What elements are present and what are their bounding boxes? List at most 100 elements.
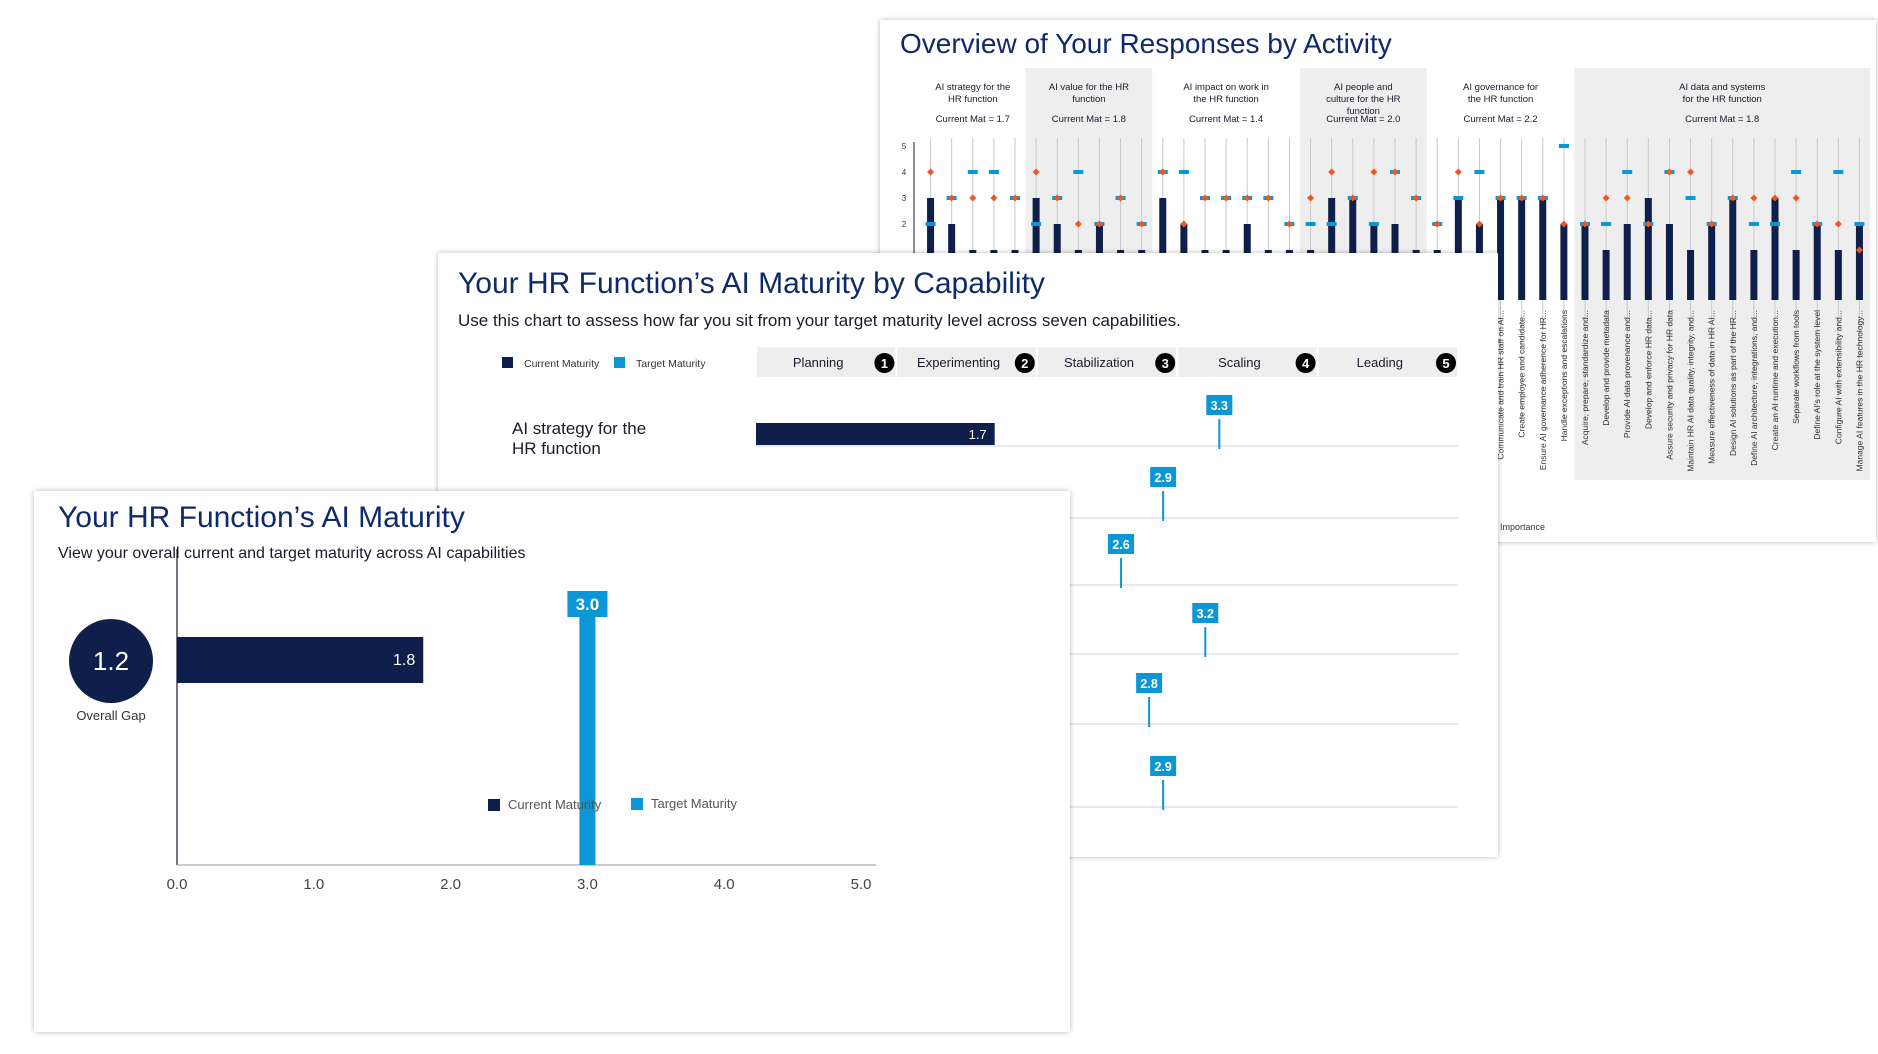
- current-maturity-bar: [1665, 224, 1673, 300]
- y-tick-label: 5: [902, 142, 907, 151]
- target-maturity-value: 3.0: [576, 595, 600, 614]
- y-tick-label: 4: [902, 168, 907, 177]
- level-number-badge: [1014, 353, 1035, 373]
- importance-mark: [1855, 246, 1863, 254]
- overall-gap-circle: [69, 619, 153, 703]
- level-band: [897, 347, 1036, 377]
- importance-mark: [1497, 194, 1505, 202]
- importance-mark: [1180, 220, 1188, 228]
- group-current-mat: Current Mat = 1.4: [1189, 114, 1263, 125]
- target-maturity-flag: [1150, 467, 1177, 487]
- importance-mark: [1581, 220, 1589, 228]
- importance-mark: [1687, 168, 1695, 176]
- legend-target-swatch: [631, 798, 643, 810]
- activity-label: Provide AI data provenance and...: [1622, 310, 1632, 438]
- y-tick-label: 2: [902, 220, 907, 229]
- level-number-badge: [1436, 353, 1456, 373]
- importance-mark: [1074, 220, 1082, 228]
- legend-current-label: Current Maturity: [524, 358, 600, 370]
- group-current-mat: Current Mat = 2.2: [1463, 114, 1537, 125]
- group-label: culture for the HR: [1326, 94, 1401, 105]
- target-maturity-mark: [1833, 170, 1844, 174]
- target-maturity-flag: [567, 591, 608, 617]
- current-maturity-bar: [1813, 224, 1821, 300]
- current-maturity-bar: [1159, 198, 1167, 300]
- activity-label: Create employee and candidate...: [1517, 310, 1527, 438]
- target-maturity-value: 2.8: [1140, 677, 1157, 691]
- group-label: for the HR function: [1683, 94, 1762, 105]
- importance-mark: [1117, 194, 1125, 202]
- group-band: [1574, 68, 1870, 480]
- target-maturity-mark: [1622, 170, 1633, 174]
- importance-mark: [1539, 194, 1547, 202]
- level-number-badge: [1155, 353, 1176, 373]
- group-current-mat: Current Mat = 1.8: [1685, 114, 1759, 125]
- legend-current-swatch: [502, 357, 513, 368]
- legend-target-label: Target Maturity: [651, 796, 737, 811]
- current-maturity-bar: [1729, 198, 1737, 300]
- importance-mark: [1792, 194, 1800, 202]
- current-maturity-bar: [1623, 224, 1631, 300]
- activity-label: Acquire, prepare, standardize and...: [1580, 310, 1590, 445]
- importance-mark: [1095, 220, 1103, 228]
- current-maturity-bar: [1687, 250, 1695, 300]
- overall-maturity-chart: 1.2 Overall Gap 0.0 1.0 2.0 3.0 4.0 5.0 1.8 3.0 Cu…: [69, 549, 876, 893]
- target-maturity-mark: [1791, 170, 1802, 174]
- activity-overview-title: Overview of Your Responses by Activity: [900, 28, 1392, 59]
- importance-mark: [1053, 194, 1061, 202]
- group-current-mat: Current Mat = 1.7: [936, 114, 1010, 125]
- activity-label: Separate workflows from tools: [1791, 310, 1801, 424]
- overall-maturity-subtitle: View your overall current and target mat…: [58, 545, 526, 562]
- x-tick-label: 0.0: [167, 876, 188, 893]
- current-maturity-bar: [1792, 250, 1800, 300]
- importance-mark: [927, 168, 935, 176]
- x-tick-label: 1.0: [303, 876, 324, 893]
- level-number: 5: [1442, 356, 1449, 371]
- legend-current-label: Current Maturity: [508, 797, 602, 812]
- importance-mark: [1771, 194, 1779, 202]
- importance-mark: [1159, 168, 1167, 176]
- target-maturity-mark: [988, 170, 999, 174]
- group-label: AI impact on work in: [1183, 82, 1269, 93]
- legend-current-swatch: [488, 799, 500, 811]
- importance-mark: [990, 194, 998, 202]
- current-maturity-bar: [1032, 198, 1040, 300]
- current-maturity-bar: [1349, 198, 1357, 300]
- group-label: function: [1347, 106, 1380, 117]
- importance-mark: [1222, 194, 1230, 202]
- level-number: 4: [1302, 356, 1310, 371]
- current-maturity-bar: [1328, 198, 1336, 300]
- target-maturity-mark: [1031, 222, 1042, 226]
- target-maturity-mark: [1073, 170, 1084, 174]
- target-maturity-mark: [967, 170, 978, 174]
- current-maturity-bar: [1834, 250, 1842, 300]
- level-label: Planning: [793, 355, 844, 370]
- capability-maturity-title: Your HR Function’s AI Maturity by Capabi…: [458, 267, 1045, 300]
- importance-mark: [1644, 220, 1652, 228]
- legend-target-swatch: [614, 357, 625, 368]
- level-label: Stabilization: [1064, 355, 1134, 370]
- capability-maturity-subtitle: Use this chart to assess how far you sit…: [458, 311, 1181, 330]
- target-maturity-mark: [1474, 170, 1485, 174]
- activity-label: Define AI's role at the system level: [1812, 310, 1822, 440]
- x-tick-label: 4.0: [714, 876, 735, 893]
- importance-mark: [1285, 220, 1293, 228]
- target-maturity-flag: [1108, 534, 1135, 554]
- importance-mark: [1011, 194, 1019, 202]
- target-maturity-flag: [1150, 756, 1177, 776]
- group-label: AI strategy for the: [935, 82, 1010, 93]
- target-maturity-mark: [1305, 222, 1316, 226]
- importance-mark: [1349, 194, 1357, 202]
- target-maturity-mark: [1854, 222, 1865, 226]
- importance-mark: [1138, 220, 1146, 228]
- group-current-mat: Current Mat = 1.8: [1052, 114, 1126, 125]
- overall-gap-value: 1.2: [93, 646, 129, 676]
- current-maturity-bar: [1855, 224, 1863, 300]
- group-label: AI governance for: [1463, 82, 1538, 93]
- group-label: AI value for the HR: [1049, 82, 1129, 93]
- group-label: the HR function: [1193, 94, 1258, 105]
- current-maturity-bar: [1497, 198, 1505, 300]
- activity-label: Handle exceptions and escalations: [1559, 310, 1569, 441]
- y-tick-label: 3: [902, 194, 907, 203]
- group-label: function: [1072, 94, 1105, 105]
